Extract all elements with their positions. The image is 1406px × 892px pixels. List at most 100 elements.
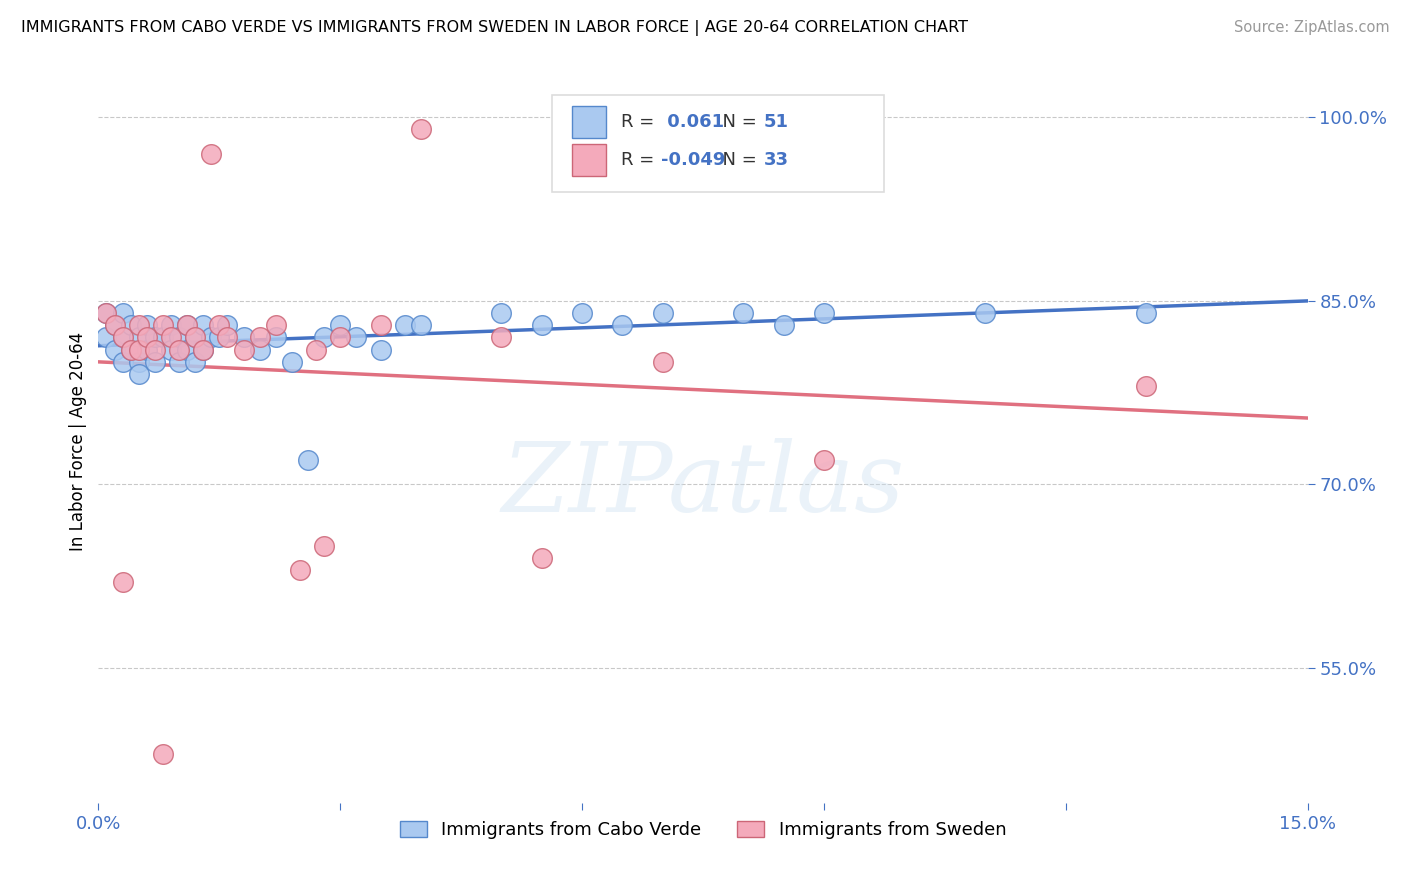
- Point: [96, 306, 118, 320]
- Point: [111, 306, 134, 320]
- Point: [176, 318, 198, 333]
- Point: [281, 355, 304, 369]
- Point: [217, 318, 239, 333]
- Point: [167, 355, 190, 369]
- Point: [200, 330, 222, 344]
- Point: [128, 367, 150, 381]
- Point: [120, 343, 142, 357]
- Point: [111, 355, 134, 369]
- Point: [530, 318, 553, 333]
- Point: [297, 453, 319, 467]
- Point: [370, 318, 392, 333]
- Point: [651, 355, 673, 369]
- Bar: [572, 106, 606, 138]
- Point: [120, 318, 142, 333]
- Point: [135, 343, 157, 357]
- Text: 33: 33: [763, 151, 789, 169]
- Point: [193, 318, 215, 333]
- Text: R =: R =: [621, 113, 659, 131]
- Text: 0.061: 0.061: [661, 113, 724, 131]
- Point: [103, 318, 125, 333]
- Point: [120, 343, 142, 357]
- Point: [409, 318, 432, 333]
- Point: [143, 330, 166, 344]
- Point: [103, 318, 125, 333]
- Point: [128, 355, 150, 369]
- Point: [143, 355, 166, 369]
- Point: [370, 343, 392, 357]
- Point: [249, 330, 271, 344]
- Text: IMMIGRANTS FROM CABO VERDE VS IMMIGRANTS FROM SWEDEN IN LABOR FORCE | AGE 20-64 : IMMIGRANTS FROM CABO VERDE VS IMMIGRANTS…: [21, 20, 969, 36]
- Point: [184, 330, 207, 344]
- Point: [232, 343, 254, 357]
- Point: [111, 575, 134, 590]
- Point: [772, 318, 794, 333]
- Point: [152, 747, 174, 761]
- Point: [264, 318, 287, 333]
- Point: [314, 330, 336, 344]
- Point: [288, 563, 311, 577]
- Point: [491, 306, 513, 320]
- Text: N =: N =: [711, 151, 763, 169]
- Point: [111, 330, 134, 344]
- Text: Source: ZipAtlas.com: Source: ZipAtlas.com: [1233, 20, 1389, 35]
- Point: [193, 343, 215, 357]
- Point: [571, 306, 593, 320]
- Point: [111, 330, 134, 344]
- Point: [96, 330, 118, 344]
- Bar: [572, 144, 606, 176]
- Point: [128, 343, 150, 357]
- Point: [329, 318, 352, 333]
- Text: -0.049: -0.049: [661, 151, 725, 169]
- Point: [184, 355, 207, 369]
- Point: [128, 330, 150, 344]
- Point: [612, 318, 634, 333]
- Point: [167, 343, 190, 357]
- Point: [264, 330, 287, 344]
- Text: N =: N =: [711, 113, 763, 131]
- Point: [394, 318, 416, 333]
- Point: [160, 343, 183, 357]
- Point: [208, 318, 231, 333]
- Point: [249, 343, 271, 357]
- Point: [193, 343, 215, 357]
- Point: [160, 330, 183, 344]
- Point: [491, 330, 513, 344]
- Point: [176, 343, 198, 357]
- Point: [305, 343, 328, 357]
- Text: 51: 51: [763, 113, 789, 131]
- Point: [208, 330, 231, 344]
- Point: [409, 122, 432, 136]
- Text: R =: R =: [621, 151, 659, 169]
- Point: [314, 539, 336, 553]
- Point: [651, 306, 673, 320]
- Point: [974, 306, 997, 320]
- Point: [329, 330, 352, 344]
- Point: [232, 330, 254, 344]
- Point: [135, 330, 157, 344]
- Point: [733, 306, 755, 320]
- Point: [530, 550, 553, 565]
- Point: [176, 318, 198, 333]
- Point: [128, 318, 150, 333]
- Point: [813, 453, 835, 467]
- Point: [813, 306, 835, 320]
- Point: [152, 318, 174, 333]
- Point: [217, 330, 239, 344]
- Point: [103, 343, 125, 357]
- Point: [135, 318, 157, 333]
- Point: [167, 330, 190, 344]
- Point: [200, 146, 222, 161]
- Point: [152, 330, 174, 344]
- Point: [1135, 306, 1157, 320]
- Point: [160, 318, 183, 333]
- Point: [184, 330, 207, 344]
- Point: [1135, 379, 1157, 393]
- Point: [143, 343, 166, 357]
- FancyBboxPatch shape: [551, 95, 884, 193]
- Point: [96, 306, 118, 320]
- Y-axis label: In Labor Force | Age 20-64: In Labor Force | Age 20-64: [69, 332, 87, 551]
- Point: [344, 330, 367, 344]
- Legend: Immigrants from Cabo Verde, Immigrants from Sweden: Immigrants from Cabo Verde, Immigrants f…: [391, 812, 1015, 848]
- Text: ZIPatlas: ZIPatlas: [502, 438, 904, 532]
